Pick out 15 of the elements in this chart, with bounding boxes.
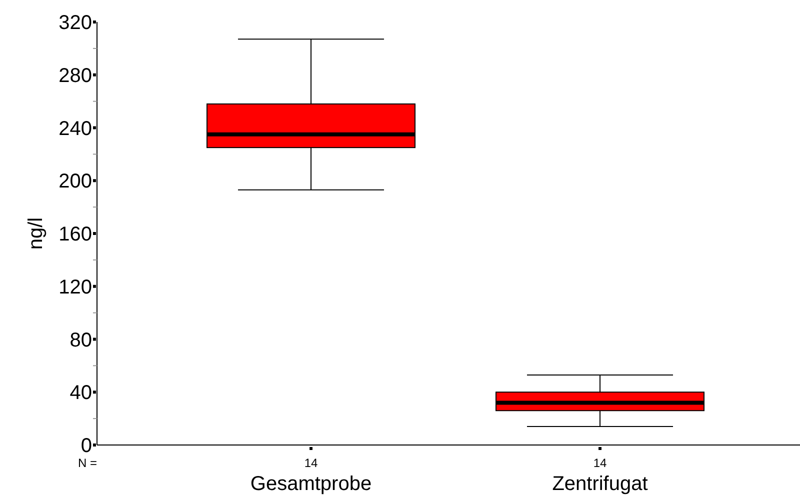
text: 14 — [304, 456, 318, 470]
y-tick-label: 0 — [80, 435, 92, 457]
y-tick-label: 120 — [58, 276, 92, 298]
y-axis-title: ng/l — [25, 217, 47, 250]
text: N = — [78, 456, 97, 470]
x-tick-label: Gesamtprobe — [250, 473, 372, 495]
y-tick-label: 240 — [58, 118, 92, 140]
y-tick-label: 280 — [58, 64, 92, 87]
y-tick-label: 160 — [58, 224, 92, 246]
x-tick-label: Zentrifugat — [552, 473, 648, 495]
text: 14 — [593, 456, 607, 470]
y-tick-label: 320 — [58, 12, 92, 34]
y-tick-label: 40 — [70, 382, 92, 404]
y-tick-label: 200 — [58, 170, 92, 193]
y-tick-label: 80 — [70, 329, 92, 352]
